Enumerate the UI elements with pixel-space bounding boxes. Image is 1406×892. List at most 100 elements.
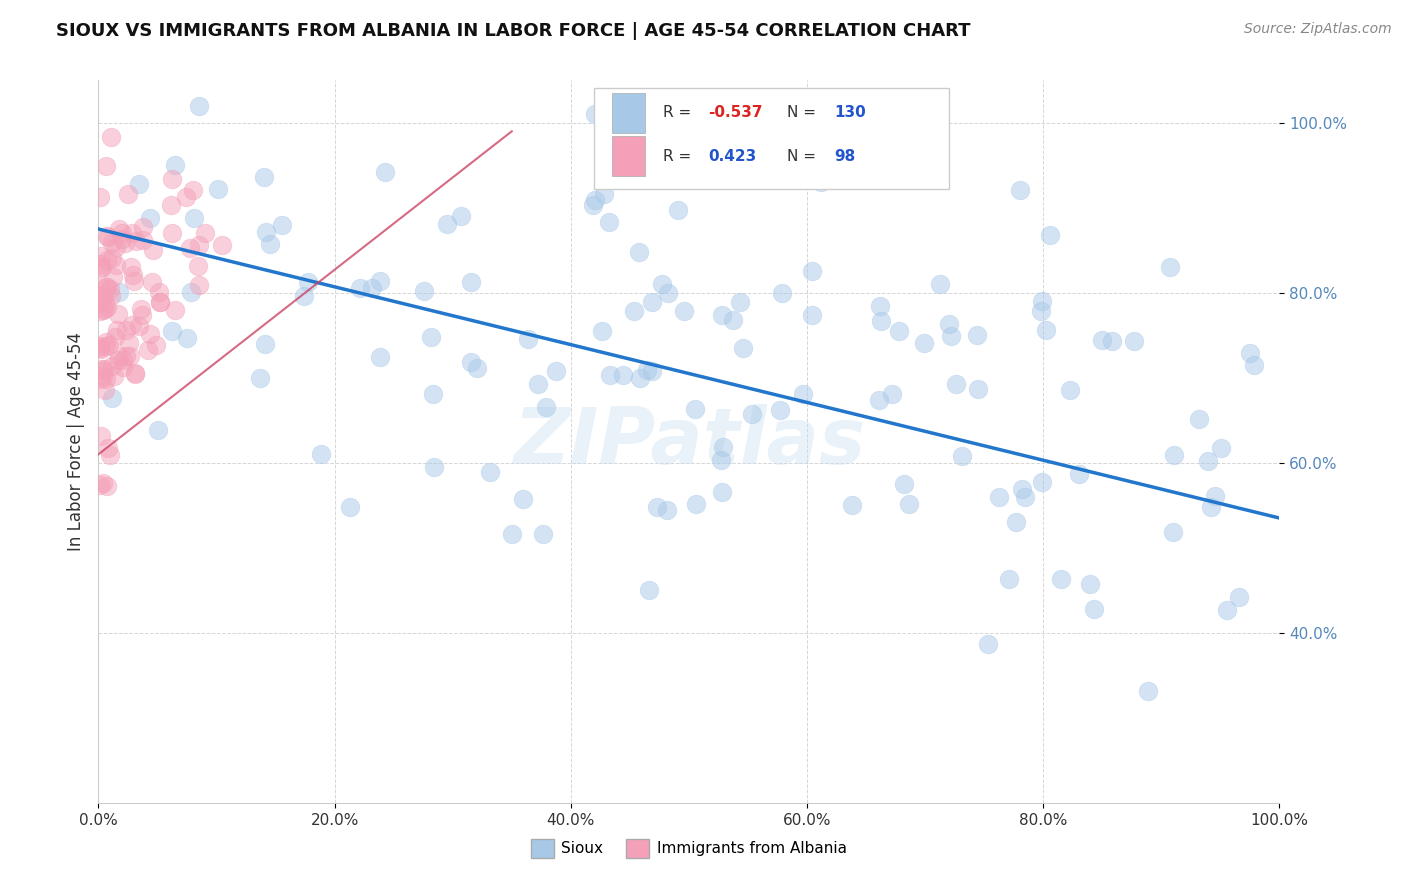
Point (422, 459, 444, 474)
Point (90, 371, 112, 385)
Point (1216, 603, 1239, 617)
Point (711, 484, 734, 499)
Point (657, 285, 679, 300)
Point (640, 295, 662, 310)
Text: 98: 98 (834, 149, 855, 163)
Point (1159, 260, 1181, 274)
Point (583, 193, 606, 207)
Point (1227, 591, 1250, 605)
Point (792, 387, 814, 401)
Point (96, 280, 118, 294)
Point (800, 308, 823, 322)
Point (733, 341, 755, 355)
Point (897, 497, 920, 511)
Point (868, 392, 890, 407)
Text: Source: ZipAtlas.com: Source: ZipAtlas.com (1244, 22, 1392, 37)
Point (148, 285, 170, 300)
Point (132, 220, 155, 235)
Point (91, 291, 114, 305)
Point (188, 99, 211, 113)
Text: R =: R = (664, 149, 696, 163)
Point (770, 286, 793, 301)
Point (180, 285, 202, 299)
Point (121, 226, 143, 240)
Point (120, 260, 142, 275)
Point (165, 158, 187, 172)
Bar (612, 136, 645, 176)
Point (599, 368, 621, 383)
Point (1005, 515, 1028, 529)
Point (741, 407, 763, 421)
Point (211, 238, 233, 252)
Point (637, 582, 659, 597)
Point (97, 441, 120, 455)
Point (146, 424, 169, 438)
Text: ZIPatlas: ZIPatlas (513, 403, 865, 480)
Point (368, 350, 391, 364)
Point (1123, 334, 1146, 349)
Point (728, 294, 751, 309)
Point (623, 304, 645, 318)
Point (1239, 346, 1261, 360)
Point (645, 500, 668, 514)
Point (90, 261, 112, 276)
Point (941, 328, 963, 343)
Point (655, 503, 678, 517)
Point (91, 369, 114, 384)
Point (90, 342, 112, 356)
Point (361, 281, 384, 295)
Text: R =: R = (664, 105, 696, 120)
Point (122, 274, 145, 288)
Point (114, 235, 136, 250)
Point (534, 400, 557, 414)
Point (769, 403, 792, 417)
Point (183, 211, 205, 226)
Point (188, 237, 211, 252)
Point (160, 171, 183, 186)
Point (810, 175, 832, 189)
Point (1243, 358, 1265, 372)
Point (142, 243, 165, 257)
Point (966, 382, 988, 396)
Point (309, 447, 332, 461)
Point (94, 294, 117, 309)
Point (1083, 601, 1105, 615)
Point (1201, 500, 1223, 514)
Point (966, 327, 988, 342)
Point (516, 332, 538, 346)
Point (91, 288, 114, 302)
Point (176, 331, 198, 345)
Point (96, 300, 118, 314)
Point (96, 252, 118, 267)
Point (89, 190, 111, 204)
Point (90, 429, 112, 443)
Legend: Sioux, Immigrants from Albania: Sioux, Immigrants from Albania (524, 833, 853, 863)
Point (651, 277, 673, 291)
Point (612, 368, 634, 382)
Point (666, 202, 689, 217)
Text: -0.537: -0.537 (707, 105, 762, 120)
Point (89, 339, 111, 353)
Point (1163, 448, 1185, 462)
Point (593, 186, 616, 201)
Point (801, 264, 824, 278)
Point (96, 160, 118, 174)
Point (544, 364, 567, 378)
Point (721, 313, 744, 327)
Point (89, 304, 111, 318)
Point (159, 197, 181, 211)
Point (254, 225, 277, 239)
Point (112, 353, 135, 368)
Point (111, 232, 134, 246)
Point (90, 260, 112, 274)
Point (254, 337, 277, 351)
Point (94, 335, 117, 350)
Point (187, 259, 209, 273)
Point (598, 214, 620, 228)
Point (683, 401, 706, 416)
Point (129, 301, 152, 316)
Point (419, 329, 441, 343)
Point (103, 369, 125, 384)
Point (582, 197, 605, 211)
Point (107, 285, 129, 299)
